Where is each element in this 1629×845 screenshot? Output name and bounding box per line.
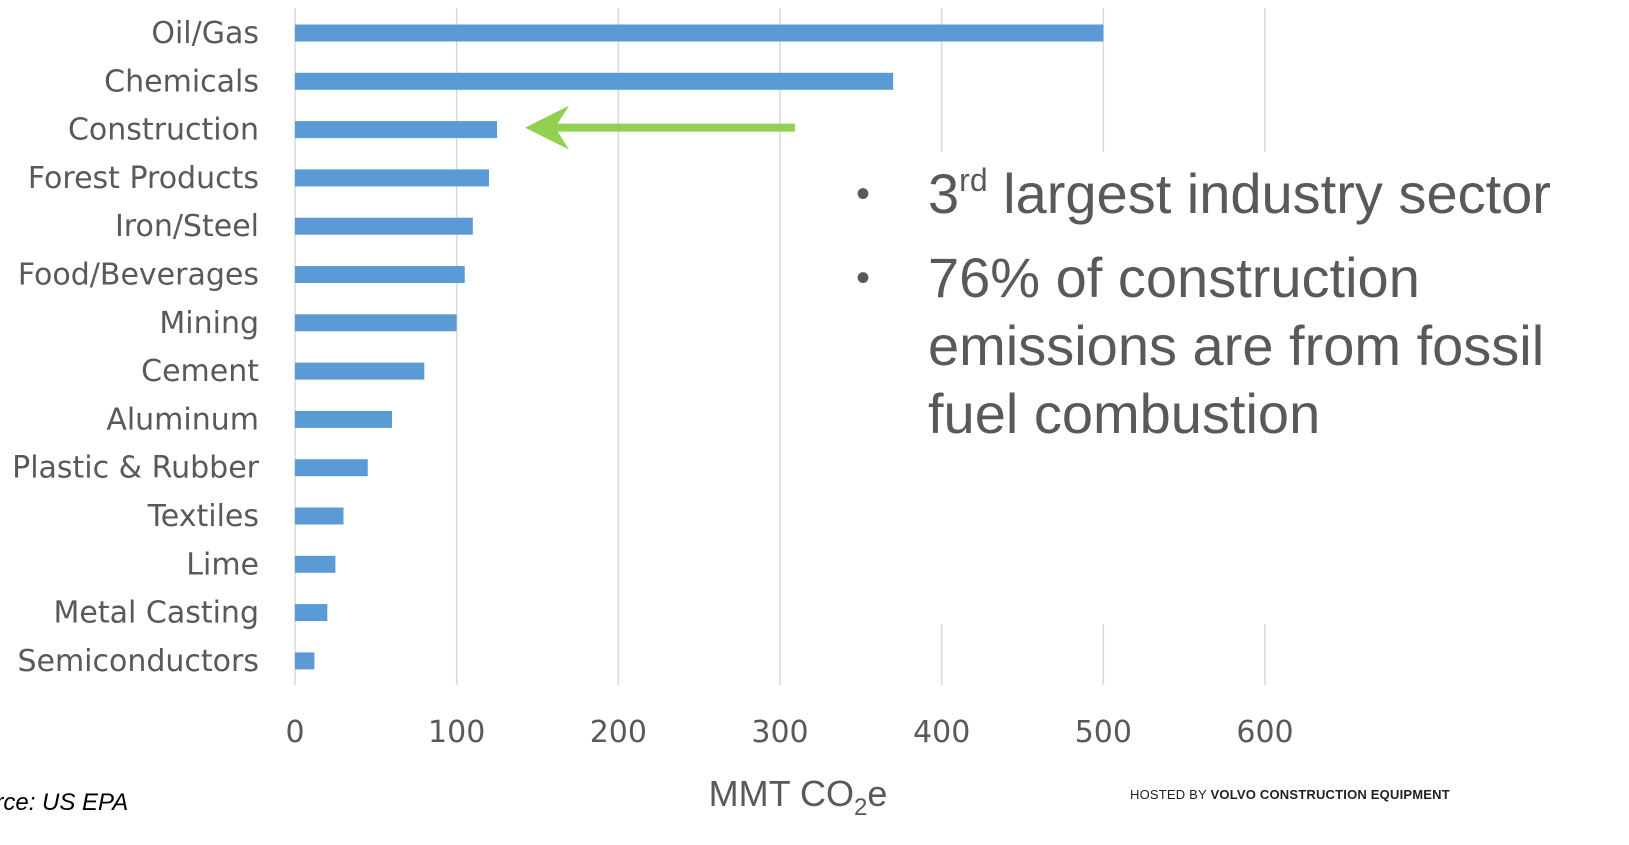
arrow-head-icon: [525, 105, 570, 150]
bullet-dot-icon: •: [856, 256, 871, 300]
category-label: Aluminum: [106, 402, 259, 437]
category-label: Oil/Gas: [151, 16, 259, 51]
text-panel-bg: [830, 152, 1620, 624]
x-tick-label: 100: [428, 715, 485, 750]
x-tick-label: 300: [751, 715, 808, 750]
category-label: Metal Casting: [54, 596, 259, 631]
bar: [295, 604, 328, 622]
category-label: Mining: [159, 306, 259, 341]
bar: [295, 72, 894, 90]
highlight-arrow: [525, 105, 795, 150]
bar: [295, 652, 315, 670]
bullet-list: • 3rd largest industry sector • 76% of c…: [850, 160, 1620, 448]
category-label: Iron/Steel: [115, 209, 259, 244]
bullet-text: 3rd largest industry sector: [928, 162, 1551, 225]
bullet-item: • 3rd largest industry sector: [850, 160, 1620, 228]
bar: [295, 314, 457, 332]
category-label: Forest Products: [28, 161, 259, 196]
hosted-by-note: HOSTED BY VOLVO CONSTRUCTION EQUIPMENT: [1130, 787, 1450, 802]
gridlines: [294, 8, 1620, 685]
bar: [295, 459, 368, 477]
source-note: urce: US EPA: [0, 789, 129, 816]
bars: [295, 24, 1104, 670]
bullet-text: 76% of construction emissions are from f…: [928, 246, 1545, 445]
category-label: Chemicals: [104, 64, 259, 99]
category-labels: Oil/Gas Chemicals Construction Forest Produ…: [12, 16, 260, 679]
bar: [295, 362, 425, 380]
x-tick-label: 500: [1075, 715, 1132, 750]
bar: [295, 217, 473, 235]
category-label: Construction: [68, 113, 259, 148]
category-label: Lime: [186, 547, 259, 582]
category-label: Textiles: [147, 499, 259, 534]
x-tick-label: 600: [1236, 715, 1293, 750]
bar: [295, 507, 344, 525]
category-label: Food/Beverages: [18, 258, 259, 293]
x-tick-label: 400: [913, 715, 970, 750]
bar: [295, 24, 1104, 42]
brand-name: VOLVO CONSTRUCTION EQUIPMENT: [1210, 787, 1450, 802]
category-label: Plastic & Rubber: [12, 451, 260, 486]
bullet-item: • 76% of construction emissions are from…: [850, 244, 1620, 448]
x-tick-label: 200: [590, 715, 647, 750]
category-label: Semiconductors: [17, 644, 259, 679]
x-axis-title: MMT CO2e: [709, 773, 888, 821]
bar: [295, 266, 465, 283]
category-label: Cement: [141, 354, 259, 389]
tick-labels: 0 100 200 300 400 500 600: [285, 715, 1293, 750]
bar: [295, 169, 489, 187]
bullet-dot-icon: •: [856, 172, 871, 216]
bar: [295, 410, 392, 428]
bar: [295, 555, 336, 573]
x-tick-label: 0: [285, 715, 304, 750]
bar: [295, 121, 498, 139]
